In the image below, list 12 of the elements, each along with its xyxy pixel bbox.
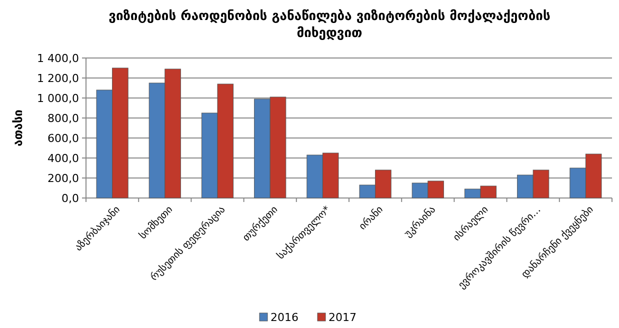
y-tick-label: 1 000,0 [37,92,79,105]
chart-title: ვიზიტების რაოდენობის განაწილება ვიზიტორების მოქალაქეობის მიხედვით [108,9,550,41]
legend-label: 2017 [328,311,356,324]
y-tick-label: 600,0 [48,132,79,145]
y-axis-title: ათასი [11,109,25,146]
y-tick-label: 800,0 [48,112,79,125]
y-tick-label: 200,0 [48,172,79,185]
y-tick-label: 1 200,0 [37,72,79,85]
y-tick-label: 1 400,0 [37,52,79,65]
y-tick-label: 400,0 [48,152,79,165]
y-tick-label: 0,0 [62,192,79,205]
legend-label: 2016 [270,311,298,324]
